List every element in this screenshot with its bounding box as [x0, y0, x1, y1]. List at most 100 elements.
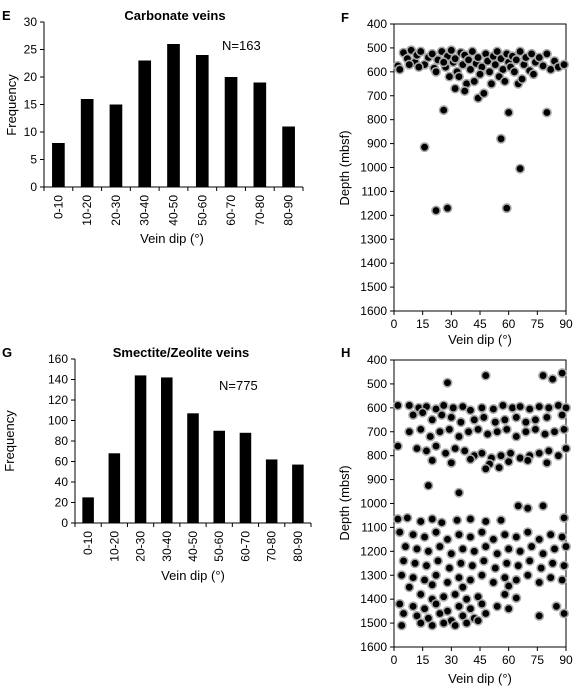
- data-point: [490, 417, 501, 428]
- y-tick-label: 1300: [360, 232, 387, 246]
- data-point: [446, 457, 457, 468]
- data-point: [404, 426, 415, 437]
- bar-30-40: [161, 377, 173, 523]
- data-point: [436, 517, 447, 528]
- y-axis-label: Frequency: [4, 74, 19, 136]
- data-point: [538, 500, 549, 511]
- y-tick-label: 0: [30, 180, 37, 194]
- data-point: [455, 417, 466, 428]
- chart-title: Smectite/Zeolite veins: [113, 345, 250, 360]
- x-tick-label: 10-20: [107, 531, 121, 562]
- data-point: [539, 429, 550, 440]
- panel-label-e: E: [2, 8, 11, 23]
- data-point: [480, 370, 491, 381]
- data-point: [446, 45, 457, 56]
- x-axis-label: Vein dip (°): [161, 568, 225, 583]
- data-point: [442, 534, 453, 545]
- data-point: [442, 203, 453, 214]
- data-point: [557, 531, 568, 542]
- panel-label-f: F: [341, 10, 349, 25]
- data-point: [480, 608, 491, 619]
- data-point: [415, 618, 426, 629]
- data-point: [419, 575, 430, 586]
- data-point: [392, 441, 403, 452]
- data-point: [496, 133, 507, 144]
- data-point: [501, 558, 512, 569]
- data-point: [515, 46, 526, 57]
- data-point: [499, 529, 510, 540]
- bar-50-60: [195, 55, 209, 187]
- bar-20-30: [134, 375, 147, 523]
- data-point: [530, 414, 541, 425]
- data-point: [465, 514, 476, 525]
- data-point: [465, 531, 476, 542]
- x-tick-label: 0-10: [51, 195, 65, 219]
- y-tick-label: 15: [24, 98, 38, 112]
- x-tick-label: 30-40: [160, 531, 174, 562]
- data-point: [427, 514, 438, 525]
- data-point: [417, 407, 428, 418]
- data-point: [511, 531, 522, 542]
- data-point: [524, 404, 535, 415]
- data-point: [499, 572, 510, 583]
- data-point: [545, 529, 556, 540]
- bar-70-80: [253, 82, 267, 187]
- data-point: [427, 620, 438, 631]
- data-point: [392, 400, 403, 411]
- data-point: [465, 64, 476, 75]
- data-point: [499, 76, 510, 87]
- data-point: [438, 57, 449, 68]
- chart-title: Carbonate veins: [124, 8, 225, 23]
- data-point: [394, 527, 405, 538]
- data-point: [503, 543, 514, 554]
- data-point: [415, 516, 426, 527]
- y-tick-label: 500: [367, 41, 387, 55]
- data-point: [496, 515, 507, 526]
- y-tick-label: 0: [61, 516, 68, 530]
- data-point: [530, 424, 541, 435]
- data-point: [524, 555, 535, 566]
- data-point: [442, 577, 453, 588]
- data-point: [453, 71, 464, 82]
- data-point: [538, 370, 549, 381]
- x-tick-label: 60: [502, 653, 516, 667]
- data-point: [410, 558, 421, 569]
- data-point: [427, 455, 438, 466]
- data-point: [423, 480, 434, 491]
- x-tick-label: 90: [559, 317, 573, 331]
- data-point: [434, 426, 445, 437]
- data-point: [501, 424, 512, 435]
- data-point: [513, 500, 524, 511]
- data-point: [520, 417, 531, 428]
- data-point: [438, 105, 449, 116]
- data-point: [522, 570, 533, 581]
- data-point: [488, 534, 499, 545]
- data-point: [457, 582, 468, 593]
- data-point: [432, 555, 443, 566]
- data-point: [431, 527, 442, 538]
- x-tick-label: 15: [416, 317, 430, 331]
- data-point: [442, 377, 453, 388]
- bar-10-20: [108, 453, 121, 523]
- data-point: [455, 558, 466, 569]
- data-point: [404, 582, 415, 593]
- y-tick-label: 1200: [360, 544, 387, 558]
- data-point: [459, 445, 470, 456]
- bar-60-70: [224, 77, 238, 187]
- data-point: [488, 577, 499, 588]
- x-tick-label: 45: [473, 653, 487, 667]
- data-point: [541, 107, 552, 118]
- data-point: [427, 48, 438, 59]
- y-tick-label: 1500: [360, 280, 387, 294]
- data-point: [511, 575, 522, 586]
- y-tick-label: 900: [367, 473, 387, 487]
- data-point: [461, 594, 472, 605]
- y-tick-label: 1400: [360, 592, 387, 606]
- data-point: [396, 620, 407, 631]
- data-point: [522, 455, 533, 466]
- x-tick-label: 0: [391, 317, 398, 331]
- x-tick-label: 60-70: [238, 531, 252, 562]
- data-point: [559, 560, 570, 571]
- x-tick-label: 30-40: [138, 195, 152, 226]
- data-point: [434, 541, 445, 552]
